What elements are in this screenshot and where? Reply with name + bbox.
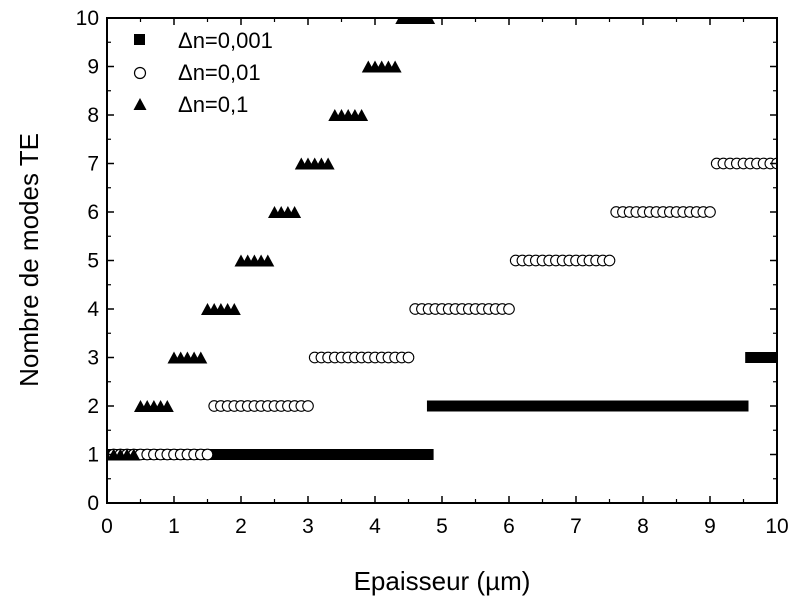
y-tick-label: 8 <box>87 104 99 127</box>
y-tick-label: 6 <box>87 201 99 224</box>
y-tick-label: 1 <box>87 444 99 467</box>
y-axis-label: Nombre de modes TE <box>14 133 44 387</box>
y-tick-label: 2 <box>87 395 99 418</box>
x-tick-label: 4 <box>369 515 381 538</box>
data-point-triangle <box>321 157 335 170</box>
x-tick-label: 9 <box>704 515 716 538</box>
data-point-triangle <box>261 254 275 267</box>
data-point-square <box>738 400 749 412</box>
data-point-circle <box>603 254 616 267</box>
data-point-circle <box>302 400 314 412</box>
series-2 <box>107 157 777 461</box>
legend-label-series-2: Δn=0,01 <box>178 60 261 85</box>
data-point-circle <box>704 206 716 218</box>
x-tick-label: 7 <box>570 515 582 538</box>
x-tick-label: 2 <box>235 515 247 538</box>
data-point-triangle <box>160 400 174 412</box>
data-point-circle <box>402 351 415 364</box>
x-tick-label: 1 <box>168 515 180 538</box>
y-tick-label: 5 <box>87 250 99 273</box>
data-marks <box>107 18 777 461</box>
series-3 <box>107 18 436 461</box>
x-tick-label: 0 <box>101 515 113 538</box>
x-tick-label: 5 <box>436 515 448 538</box>
y-tick-label: 10 <box>76 7 99 30</box>
series-1 <box>107 352 777 460</box>
x-axis-ticks: 0 1 2 3 4 5 6 7 8 9 10 <box>101 18 789 538</box>
x-tick-label: 6 <box>503 515 515 538</box>
y-axis-ticks: 0 1 2 3 4 5 6 7 8 9 10 <box>76 7 777 515</box>
data-point-square <box>423 449 434 460</box>
data-point-triangle <box>422 18 436 24</box>
x-tick-label: 8 <box>637 515 649 538</box>
legend-label-series-1: Δn=0,001 <box>178 28 273 53</box>
y-tick-label: 3 <box>87 347 99 370</box>
y-tick-label: 4 <box>87 298 99 321</box>
legend: Δn=0,001 Δn=0,01 Δn=0,1 <box>133 28 273 117</box>
y-tick-label: 9 <box>87 56 99 79</box>
legend-label-series-3: Δn=0,1 <box>178 92 248 117</box>
y-tick-label: 7 <box>87 153 99 176</box>
data-point-triangle <box>388 60 402 73</box>
legend-marker-square <box>134 34 145 45</box>
x-tick-label: 3 <box>302 515 314 538</box>
plot-frame <box>106 17 778 504</box>
data-point-triangle <box>194 351 208 364</box>
data-point-triangle <box>127 448 141 461</box>
data-point-triangle <box>288 206 302 218</box>
y-tick-label: 0 <box>87 492 99 515</box>
data-point-triangle <box>355 109 369 121</box>
legend-marker-circle <box>133 66 147 80</box>
legend-marker-triangle <box>133 98 147 110</box>
x-tick-label: 10 <box>765 515 788 538</box>
data-point-triangle <box>227 303 241 315</box>
data-point-circle <box>503 303 515 315</box>
data-point-circle <box>201 448 214 461</box>
x-axis-label: Epaisseur (µm) <box>354 566 531 596</box>
